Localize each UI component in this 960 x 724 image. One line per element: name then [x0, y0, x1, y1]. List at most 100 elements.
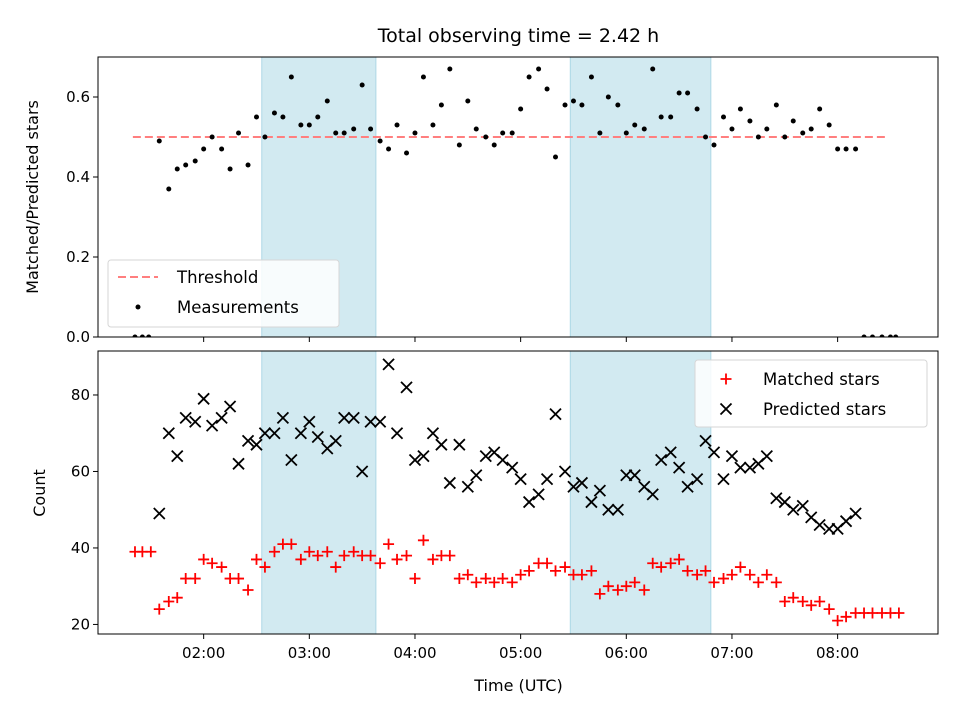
legend-label-threshold: Threshold — [176, 268, 258, 287]
predicted-stars-point — [356, 465, 369, 478]
matched-stars-point — [515, 569, 527, 581]
predicted-stars-point — [435, 438, 448, 451]
matched-stars-point — [453, 573, 465, 585]
predicted-stars-point — [453, 438, 466, 451]
measurements-point — [632, 122, 638, 128]
measurements-point — [526, 74, 532, 80]
matched-stars-point — [250, 553, 262, 565]
matched-stars-point — [576, 569, 588, 581]
measurements-point — [166, 186, 172, 192]
predicted-stars-point — [593, 484, 607, 497]
measurements-point — [623, 130, 629, 136]
predicted-stars-point — [338, 411, 351, 425]
matched-stars-point — [259, 561, 271, 573]
y-tick-label: 0.2 — [66, 248, 90, 266]
measurements-point — [579, 102, 585, 108]
predicted-stars-point — [734, 461, 747, 474]
predicted-stars-point — [813, 518, 826, 532]
measurements-point — [447, 66, 453, 72]
matched-stars-point — [312, 550, 324, 562]
measurements-point — [553, 154, 559, 160]
measurements-point — [887, 334, 893, 337]
measurements-point — [132, 334, 138, 337]
predicted-stars-point — [796, 499, 809, 513]
y-tick-label: 60 — [71, 462, 90, 480]
matched-stars-point — [417, 534, 429, 546]
matched-stars-point — [559, 561, 571, 573]
measurements-point — [711, 142, 717, 148]
matched-stars-point — [682, 565, 694, 577]
matched-stars-point — [383, 538, 395, 550]
matched-stars-point — [285, 538, 297, 550]
shaded-interval-2 — [569, 350, 712, 635]
measurements-point — [685, 90, 691, 96]
matched-stars-point — [638, 584, 650, 596]
matched-stars-point — [541, 557, 553, 569]
matched-stars-point — [295, 553, 307, 565]
matched-stars-point — [523, 565, 535, 577]
predicted-stars-point — [268, 427, 281, 440]
matched-stars-point — [700, 565, 712, 577]
legend-label-matched: Matched stars — [763, 370, 880, 389]
matched-stars-point — [718, 573, 730, 585]
legend-label-predicted: Predicted stars — [763, 400, 886, 419]
predicted-stars-point — [602, 503, 615, 516]
measurements-point — [615, 102, 621, 108]
legend-box — [694, 359, 928, 428]
measurements-point — [262, 134, 268, 140]
matched-stars-point — [893, 607, 905, 619]
bottom-panel: 20 40 60 80 02:00 03:00 04:00 05:00 06:00 07:00 08… — [71, 350, 939, 662]
measurements-point — [641, 126, 647, 132]
measurements-point — [253, 114, 259, 120]
predicted-stars-point — [189, 415, 202, 428]
matched-stars-point — [779, 595, 791, 607]
predicted-stars-point — [470, 469, 483, 482]
measurements-point — [790, 118, 796, 124]
measurements-point — [509, 130, 515, 136]
matched-stars-point — [163, 595, 175, 607]
matched-stars-point — [655, 561, 667, 573]
measurements-point — [219, 146, 225, 152]
axes-frame — [97, 350, 939, 635]
measurements-point — [500, 130, 506, 136]
measurements-point — [473, 126, 479, 132]
predicted-stars-point — [690, 472, 704, 486]
measurements-point — [536, 66, 542, 72]
predicted-stars-point — [725, 450, 739, 463]
predicted-stars-point — [285, 453, 298, 467]
matched-stars-point — [761, 569, 773, 581]
predicted-stars-point — [390, 427, 404, 440]
measurements-point — [465, 98, 471, 104]
measurements-point — [412, 130, 418, 136]
predicted-stars-point — [303, 415, 316, 428]
x-axis-label: Time (UTC) — [473, 676, 562, 695]
measurements-point — [341, 130, 347, 136]
measurements-point — [192, 158, 198, 164]
matched-stars-point — [330, 561, 342, 573]
predicted-stars-point — [575, 476, 589, 490]
predicted-stars-point — [426, 427, 440, 440]
bottom-y-axis-label: Count — [30, 469, 49, 517]
predicted-stars-point — [760, 450, 773, 463]
predicted-stars-point — [311, 430, 324, 444]
measurements-point — [879, 334, 885, 337]
measurements-point — [835, 146, 841, 152]
measurements-point — [597, 130, 603, 136]
predicted-stars-point — [672, 461, 686, 474]
matched-stars-point — [216, 561, 228, 573]
matched-stars-point — [348, 546, 360, 558]
measurements-point — [306, 122, 312, 128]
measurements-point — [826, 122, 832, 128]
measurements-point — [359, 82, 365, 88]
measurements-point — [315, 114, 321, 120]
predicted-stars-point — [382, 358, 395, 371]
measurements-point — [800, 130, 806, 136]
measurements-point — [764, 126, 770, 132]
measurements-point — [605, 94, 611, 100]
predicted-stars-point — [162, 427, 175, 440]
matched-stars-point — [832, 615, 844, 627]
matched-stars-point — [462, 569, 474, 581]
y-tick-label: 40 — [71, 539, 90, 557]
matched-stars-point — [506, 576, 518, 588]
matched-stars-point — [550, 565, 562, 577]
